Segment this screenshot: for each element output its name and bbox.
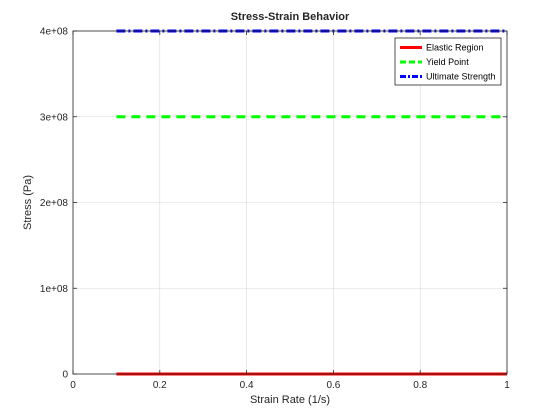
x-tick-label: 1 [504, 380, 510, 391]
y-tick-label: 2e+08 [40, 198, 69, 209]
x-tick-label: 0.4 [240, 380, 254, 391]
legend-label: Yield Point [426, 57, 469, 67]
x-tick-label: 0.6 [326, 380, 340, 391]
x-tick-label: 0 [70, 380, 76, 391]
x-tick-label: 0.2 [153, 380, 167, 391]
y-tick-label: 0 [62, 370, 68, 381]
y-tick-label: 3e+08 [40, 112, 69, 123]
y-tick-label: 1e+08 [40, 284, 69, 295]
y-axis-label: Stress (Pa) [22, 175, 34, 230]
legend-label: Elastic Region [426, 43, 484, 53]
legend-label: Ultimate Strength [426, 72, 496, 82]
x-tick-label: 0.8 [413, 380, 427, 391]
legend: Elastic Region Yield Point Ultimate Streng… [394, 37, 502, 86]
x-axis-label: Strain Rate (1/s) [250, 394, 330, 406]
y-tick-label: 4e+08 [40, 27, 69, 38]
chart-title: Stress-Strain Behavior [231, 11, 350, 23]
ticks: 0 0.2 0.4 0.6 0.8 1 0 1e+08 2e+08 3e+08 4e+08 [40, 27, 510, 392]
